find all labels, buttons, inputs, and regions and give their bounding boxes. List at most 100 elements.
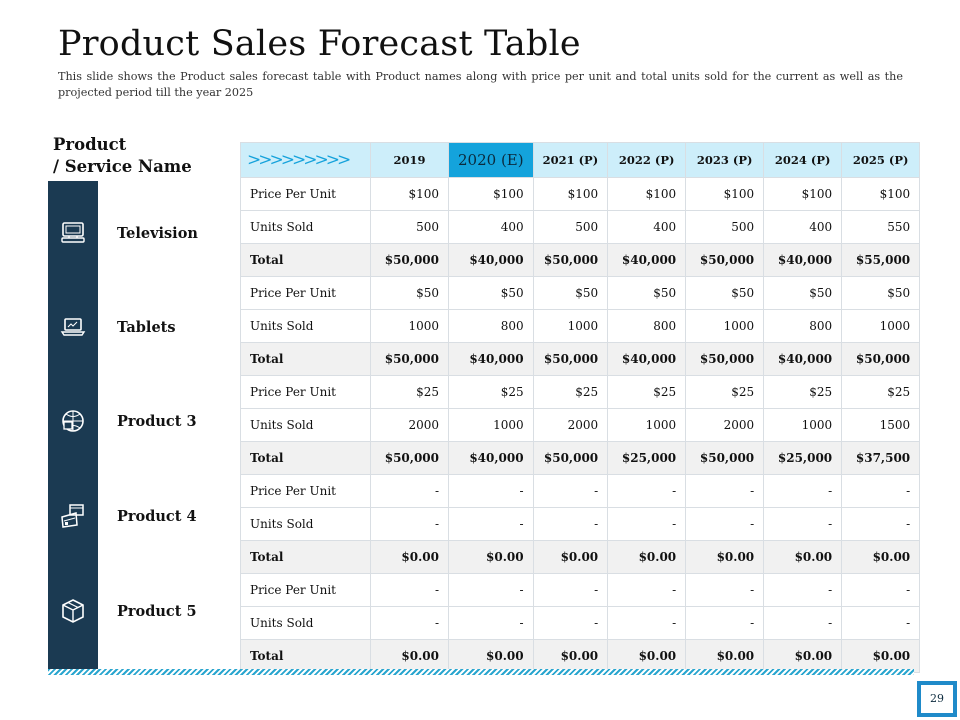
table-cell: 1000 <box>448 408 534 442</box>
year-header: 2024 (P) <box>763 142 843 178</box>
table-cell: 1000 <box>841 309 921 343</box>
table-cell: - <box>370 573 449 607</box>
table-cell: $100 <box>448 177 534 211</box>
table-cell: - <box>532 474 609 508</box>
table-cell: 1000 <box>532 309 609 343</box>
table-cell: 800 <box>607 309 687 343</box>
boxes-icon <box>61 504 84 528</box>
table-cell: - <box>370 507 449 541</box>
table-cell: $50,000 <box>841 342 921 376</box>
table-cell: 400 <box>448 210 534 244</box>
table-cell: $0.00 <box>841 540 921 574</box>
row-label: Price Per Unit <box>240 474 371 508</box>
product-name-product-5: Product 5 <box>117 603 197 620</box>
table-cell: $50,000 <box>370 342 449 376</box>
table-row: Total $0.00 $0.00 $0.00 $0.00 $0.00 $0.00 $0.00 <box>240 639 921 673</box>
television-icon <box>61 222 85 243</box>
table-cell: - <box>532 606 609 640</box>
table-cell: $25 <box>841 375 921 409</box>
table-row: Units Sold - - - - - - - <box>240 606 921 640</box>
table-cell: 2000 <box>685 408 765 442</box>
table-cell: $0.00 <box>763 540 843 574</box>
package-icon <box>62 599 84 623</box>
table-row: Units Sold 2000 1000 2000 1000 2000 1000 1500 <box>240 408 921 442</box>
table-row: Price Per Unit $100 $100 $100 $100 $100 $100 $1… <box>240 177 921 211</box>
table-cell: 2000 <box>370 408 449 442</box>
table-cell: $0.00 <box>448 639 534 673</box>
table-cell: $50 <box>607 276 687 310</box>
year-header: 2019 <box>370 142 449 178</box>
table-cell: - <box>841 474 921 508</box>
forecast-table: >>>>>>>>> 2019 2020 (E) 2021 (P) 2022 (P… <box>240 142 921 673</box>
table-cell: $0.00 <box>370 639 449 673</box>
table-cell: $25,000 <box>763 441 843 475</box>
table-cell: 800 <box>763 309 843 343</box>
table-cell: $50 <box>448 276 534 310</box>
table-cell: - <box>763 507 843 541</box>
year-header-current: 2020 (E) <box>448 142 534 178</box>
table-cell: - <box>448 474 534 508</box>
table-cell: - <box>685 606 765 640</box>
row-label: Price Per Unit <box>240 573 371 607</box>
product-column-header: Product / Service Name <box>53 134 192 178</box>
table-cell: $100 <box>607 177 687 211</box>
year-header: 2022 (P) <box>607 142 687 178</box>
table-cell: - <box>607 573 687 607</box>
table-cell: $50 <box>370 276 449 310</box>
table-cell: - <box>763 474 843 508</box>
table-cell: 2000 <box>532 408 609 442</box>
table-cell: - <box>448 573 534 607</box>
product-name-product-3: Product 3 <box>117 413 197 430</box>
table-cell: $100 <box>685 177 765 211</box>
table-cell: $0.00 <box>685 639 765 673</box>
table-row: Price Per Unit $50 $50 $50 $50 $50 $50 $50 <box>240 276 921 310</box>
year-header: 2025 (P) <box>841 142 921 178</box>
table-cell: 1000 <box>607 408 687 442</box>
table-cell: $40,000 <box>763 243 843 277</box>
table-cell: - <box>370 474 449 508</box>
table-cell: $0.00 <box>532 639 609 673</box>
table-cell: - <box>370 606 449 640</box>
table-cell: 500 <box>685 210 765 244</box>
row-label: Price Per Unit <box>240 276 371 310</box>
table-cell: - <box>448 606 534 640</box>
table-cell: $0.00 <box>607 639 687 673</box>
table-row: Total $50,000 $40,000 $50,000 $40,000 $50,000… <box>240 342 921 376</box>
table-row: Total $50,000 $40,000 $50,000 $25,000 $50,000… <box>240 441 921 475</box>
row-label: Total <box>240 540 371 574</box>
row-label: Units Sold <box>240 210 371 244</box>
table-cell: $50,000 <box>370 441 449 475</box>
table-cell: - <box>607 606 687 640</box>
table-cell: 1000 <box>685 309 765 343</box>
table-cell: 500 <box>532 210 609 244</box>
table-cell: $25 <box>685 375 765 409</box>
table-cell: 1000 <box>370 309 449 343</box>
row-label: Units Sold <box>240 408 371 442</box>
table-cell: $40,000 <box>607 342 687 376</box>
product-name-television: Television <box>117 225 198 242</box>
globe-box-icon <box>62 410 84 432</box>
table-cell: 550 <box>841 210 921 244</box>
table-cell: $37,500 <box>841 441 921 475</box>
table-cell: $50,000 <box>532 441 609 475</box>
table-cell: - <box>685 507 765 541</box>
table-body: Price Per Unit $100 $100 $100 $100 $100 $100 $1… <box>240 177 921 673</box>
year-header: 2023 (P) <box>685 142 765 178</box>
table-cell: - <box>841 573 921 607</box>
laptop-icon <box>60 318 86 336</box>
table-row: Price Per Unit - - - - - - - <box>240 573 921 607</box>
chevron-arrows-icon: >>>>>>>>> <box>240 142 371 178</box>
table-cell: $0.00 <box>841 639 921 673</box>
table-cell: $50,000 <box>370 243 449 277</box>
product-name-tablets: Tablets <box>117 319 176 336</box>
slide-title: Product Sales Forecast Table <box>58 24 581 64</box>
table-cell: - <box>841 606 921 640</box>
table-cell: 800 <box>448 309 534 343</box>
table-row: Total $0.00 $0.00 $0.00 $0.00 $0.00 $0.00 $0.00 <box>240 540 921 574</box>
table-cell: $0.00 <box>448 540 534 574</box>
decorative-stripe <box>48 669 914 675</box>
table-cell: 1000 <box>763 408 843 442</box>
table-cell: $50 <box>763 276 843 310</box>
row-label: Price Per Unit <box>240 375 371 409</box>
table-cell: 1500 <box>841 408 921 442</box>
